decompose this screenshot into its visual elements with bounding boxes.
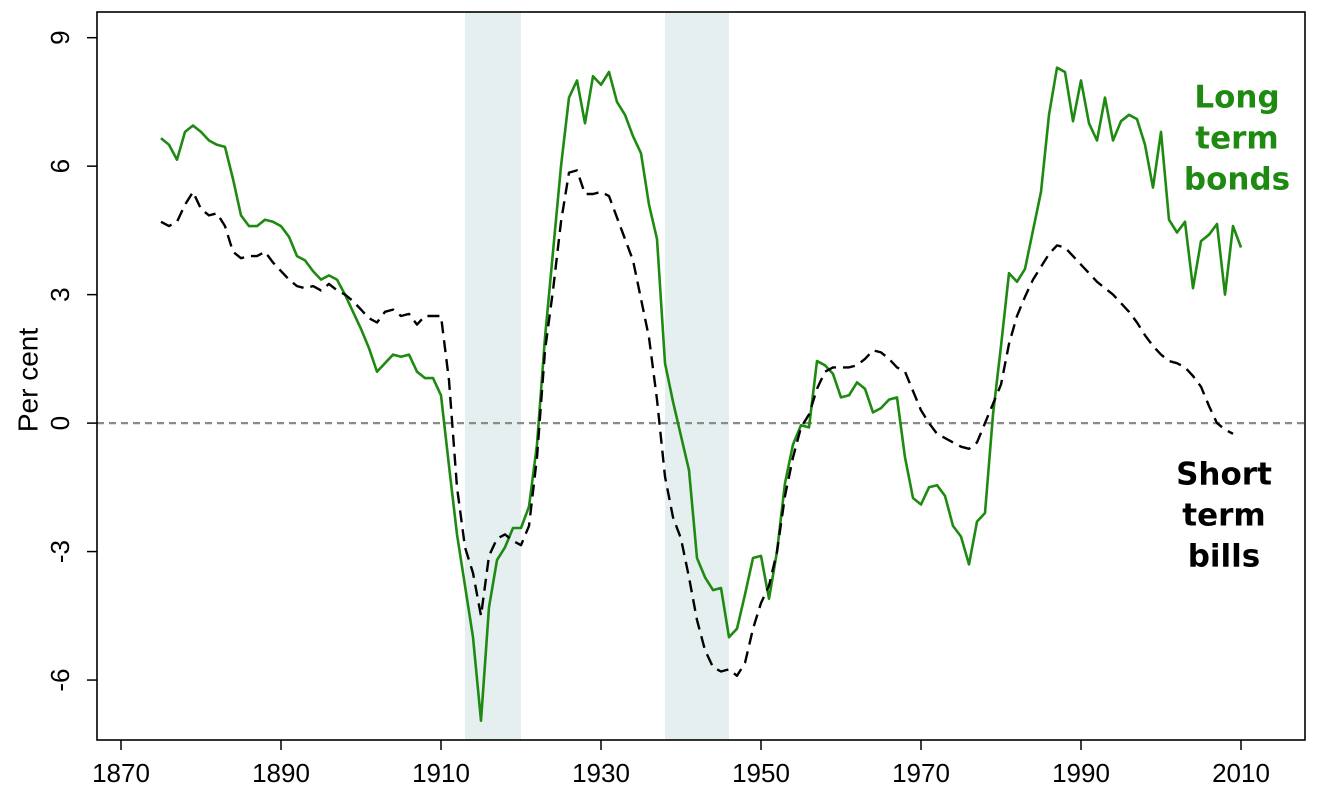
y-tick-label-0: -6 [45, 668, 75, 691]
y-tick-label-2: 0 [45, 416, 75, 430]
x-tick-label-1950: 1950 [732, 758, 790, 788]
series-lines [160, 66, 1243, 722]
shaded-period-1 [465, 12, 521, 740]
short-term-bills-label-line-2: term [1182, 498, 1265, 534]
x-tick-label-2010: 2010 [1212, 758, 1270, 788]
y-tick-label-3: 3 [45, 287, 75, 301]
axes: 1870 1890 1910 1930 1950 1970 1990 2010 -6 -3 0 3 6 9 [45, 30, 1270, 788]
x-tick-label-1970: 1970 [892, 758, 950, 788]
short-term-bills-label-line-3: bills [1188, 539, 1261, 575]
series-labels: Long term bonds Short term bills [1176, 80, 1290, 575]
long-term-bonds-label-line-3: bonds [1184, 162, 1290, 198]
y-axis-label: Per cent [12, 328, 43, 432]
x-tick-label-1990: 1990 [1052, 758, 1110, 788]
short-term-bills-line [160, 169, 1234, 677]
x-tick-label-1870: 1870 [92, 758, 150, 788]
x-tick-label-1930: 1930 [572, 758, 630, 788]
y-tick-label-4: 6 [45, 159, 75, 173]
shaded-periods [465, 12, 729, 740]
y-tick-label-1: -3 [45, 540, 75, 563]
plot-frame [96, 11, 1306, 741]
long-term-bonds-line [160, 66, 1243, 722]
x-tick-label-1910: 1910 [412, 758, 470, 788]
short-term-bills-label-line-1: Short [1176, 457, 1272, 493]
long-term-bonds-label-line-1: Long [1194, 80, 1279, 116]
x-tick-label-1890: 1890 [252, 758, 310, 788]
shaded-period-2 [665, 12, 729, 740]
y-tick-label-5: 9 [45, 30, 75, 44]
plot-border [96, 11, 1306, 741]
long-term-bonds-label-line-2: term [1195, 121, 1278, 157]
